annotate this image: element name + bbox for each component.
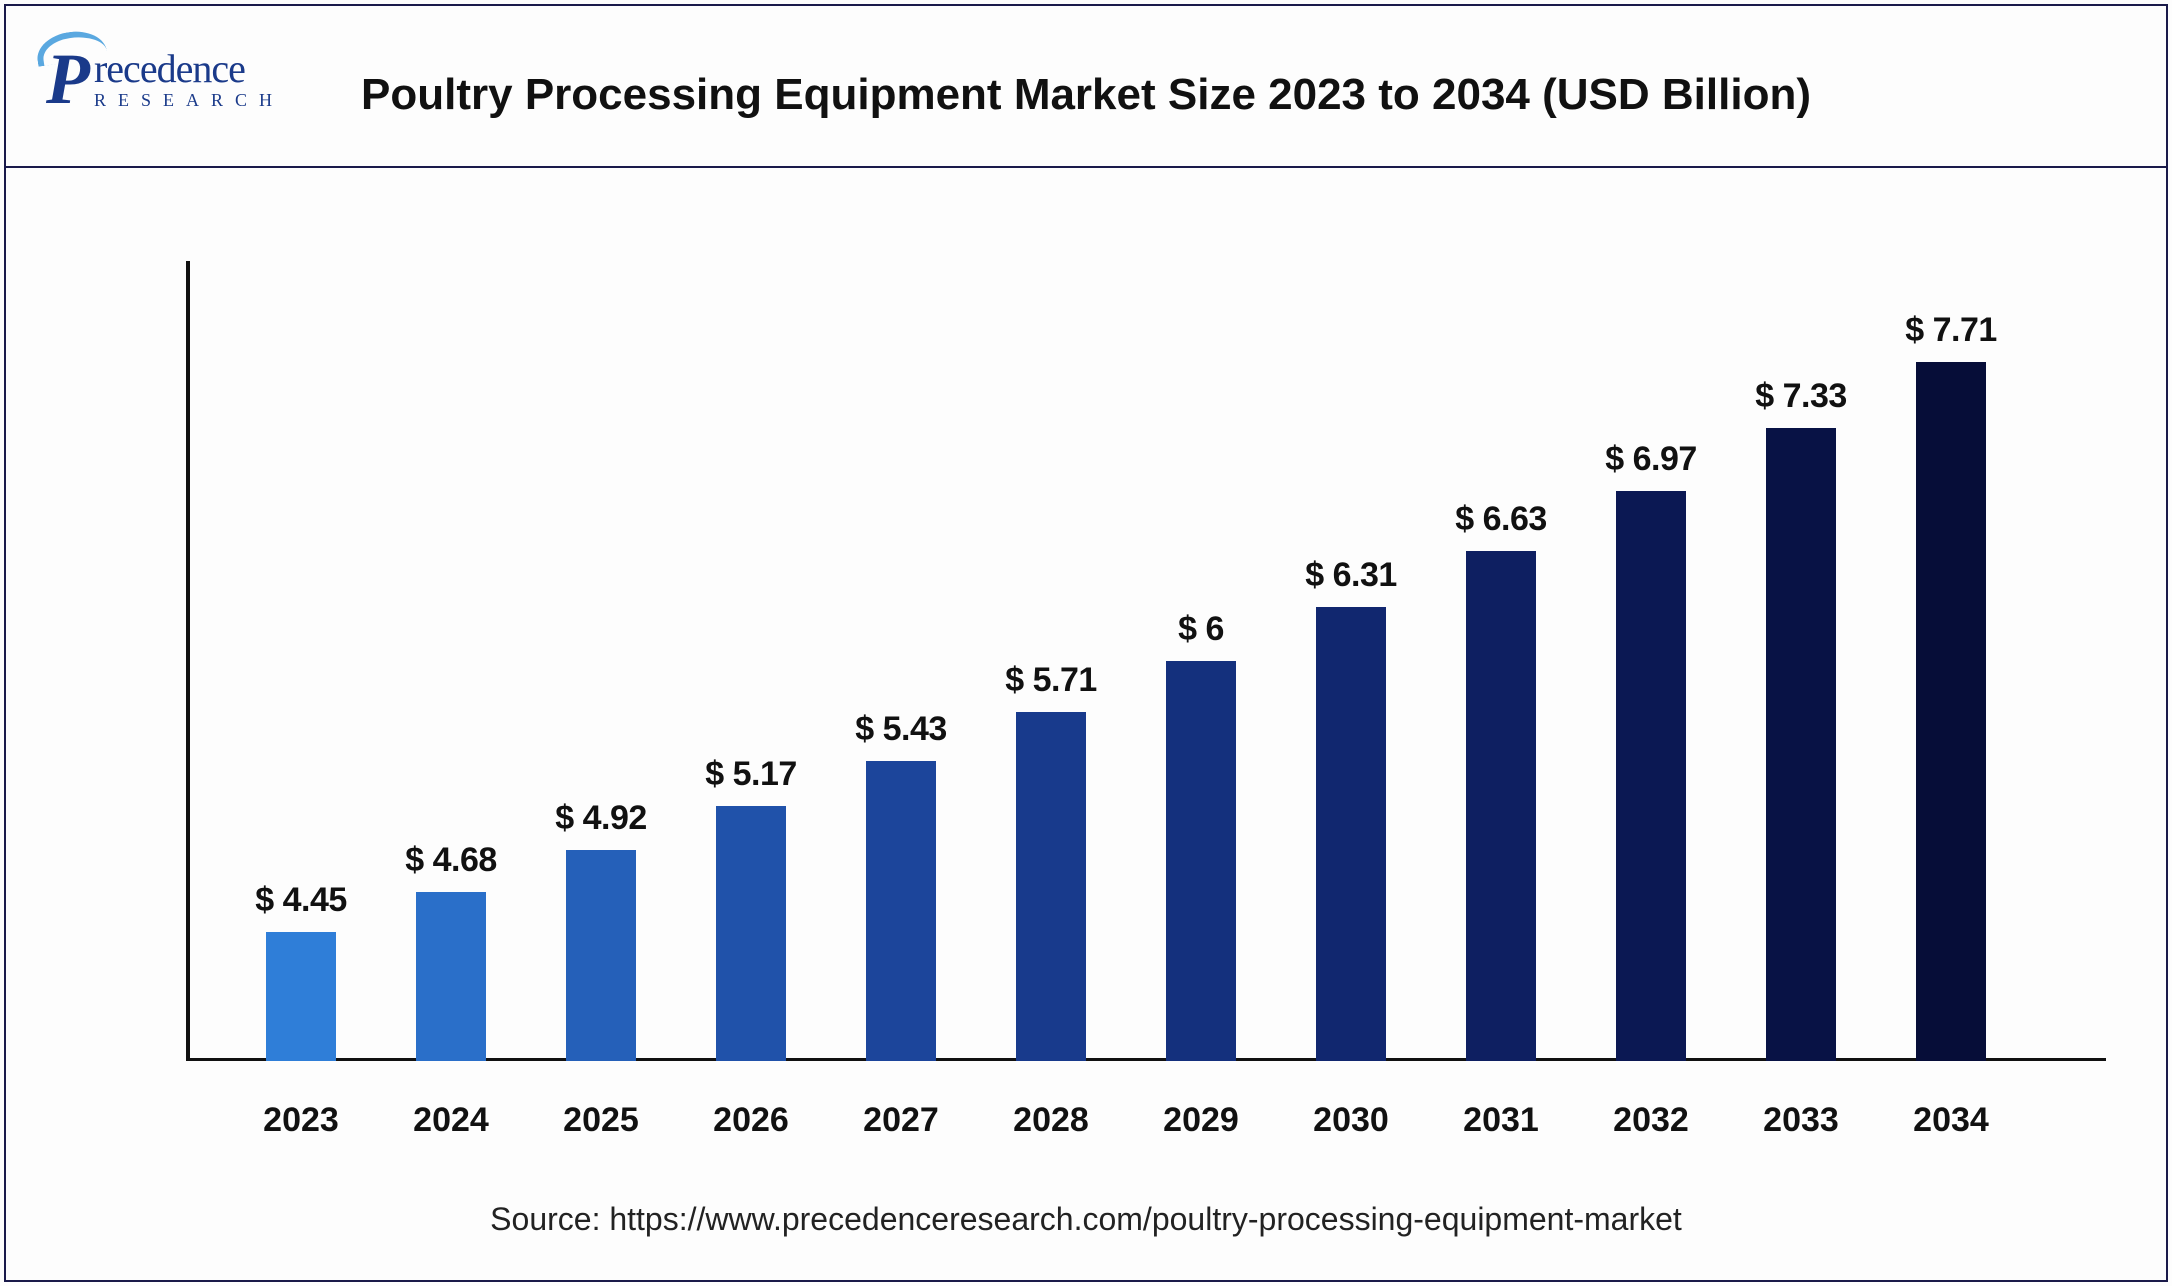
bar-value-label: $ 4.45 — [255, 881, 347, 920]
x-axis-tick-label: 2030 — [1276, 1101, 1426, 1140]
bar — [266, 932, 336, 1061]
x-axis-tick-label: 2023 — [226, 1101, 376, 1140]
bar — [416, 892, 486, 1061]
bar — [1916, 362, 1986, 1061]
bar — [1466, 551, 1536, 1061]
x-axis-labels: 2023202420252026202720282029203020312032… — [186, 1101, 2066, 1140]
bar — [866, 761, 936, 1061]
chart-title: Poultry Processing Equipment Market Size… — [6, 70, 2166, 120]
bar-value-label: $ 6.63 — [1455, 500, 1547, 539]
x-axis-tick-label: 2026 — [676, 1101, 826, 1140]
bar-chart-plot: $ 4.45 $ 4.68 $ 4.92 $ 5.17 $ 5.43 $ 5.71 $ 6 $… — [186, 261, 2066, 1061]
bar-value-label: $ 4.92 — [555, 799, 647, 838]
bar — [1766, 428, 1836, 1061]
x-axis-tick-label: 2024 — [376, 1101, 526, 1140]
bar-slot: $ 6.31 — [1276, 261, 1426, 1061]
x-axis-tick-label: 2034 — [1876, 1101, 2026, 1140]
bar-value-label: $ 7.71 — [1905, 311, 1997, 350]
chart-frame: P recedence RESEARCH Poultry Processing … — [4, 4, 2168, 1282]
bar — [1016, 712, 1086, 1061]
bar-slot: $ 5.43 — [826, 261, 976, 1061]
bar-slot: $ 4.45 — [226, 261, 376, 1061]
source-attribution: Source: https://www.precedenceresearch.c… — [6, 1201, 2166, 1238]
bar-slot: $ 4.68 — [376, 261, 526, 1061]
x-axis-tick-label: 2025 — [526, 1101, 676, 1140]
bar-value-label: $ 5.43 — [855, 710, 947, 749]
bar-slot: $ 5.17 — [676, 261, 826, 1061]
x-axis-tick-label: 2031 — [1426, 1101, 1576, 1140]
bar-value-label: $ 6.31 — [1305, 556, 1397, 595]
x-axis-tick-label: 2033 — [1726, 1101, 1876, 1140]
bar-slot: $ 7.71 — [1876, 261, 2026, 1061]
bar-slot: $ 5.71 — [976, 261, 1126, 1061]
bar — [1616, 491, 1686, 1061]
bar-value-label: $ 6.97 — [1605, 440, 1697, 479]
bar-value-label: $ 5.17 — [705, 755, 797, 794]
bar-value-label: $ 7.33 — [1755, 377, 1847, 416]
bar — [566, 850, 636, 1061]
bar-slot: $ 4.92 — [526, 261, 676, 1061]
bar — [716, 806, 786, 1061]
x-axis-tick-label: 2029 — [1126, 1101, 1276, 1140]
x-axis-tick-label: 2028 — [976, 1101, 1126, 1140]
bar-slot: $ 6.63 — [1426, 261, 1576, 1061]
bar-value-label: $ 5.71 — [1005, 661, 1097, 700]
x-axis-tick-label: 2032 — [1576, 1101, 1726, 1140]
header-divider — [6, 166, 2166, 168]
bars-container: $ 4.45 $ 4.68 $ 4.92 $ 5.17 $ 5.43 $ 5.71 $ 6 $… — [186, 261, 2066, 1061]
bar-value-label: $ 6 — [1178, 610, 1224, 649]
bar-slot: $ 7.33 — [1726, 261, 1876, 1061]
x-axis-tick-label: 2027 — [826, 1101, 976, 1140]
bar-value-label: $ 4.68 — [405, 841, 497, 880]
bar-slot: $ 6.97 — [1576, 261, 1726, 1061]
bar — [1166, 661, 1236, 1061]
bar — [1316, 607, 1386, 1061]
bar-slot: $ 6 — [1126, 261, 1276, 1061]
